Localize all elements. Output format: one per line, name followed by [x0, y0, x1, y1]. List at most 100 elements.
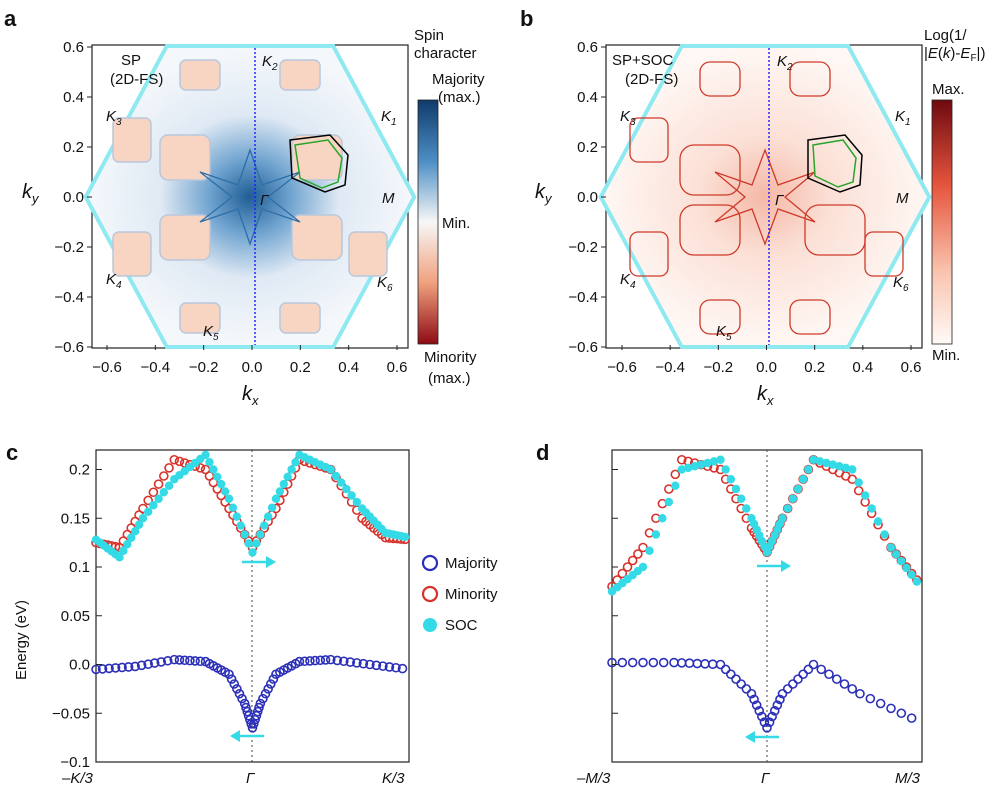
majority-point: [110, 663, 121, 673]
soc-point: [828, 460, 838, 469]
soc-point: [283, 472, 292, 482]
soc-point: [651, 530, 661, 539]
legend-soc-label: SOC: [445, 617, 478, 634]
soc-point: [256, 530, 265, 539]
soc-point: [726, 475, 736, 484]
soc-point: [709, 457, 719, 466]
majority-point: [855, 688, 865, 699]
majority-point: [229, 679, 240, 689]
majority-point: [726, 669, 736, 680]
majority-point: [325, 654, 336, 665]
soc-point: [912, 577, 922, 586]
majority-point: [263, 684, 273, 694]
soc-point: [123, 540, 132, 549]
label-k6-b: K6: [893, 274, 909, 294]
panel-a-cbar-bottom-1: Minority: [424, 349, 477, 366]
soc-point: [848, 465, 857, 474]
majority-point: [692, 658, 703, 669]
legend-majority-marker: [421, 554, 439, 572]
soc-point: [783, 504, 792, 513]
panel-c-xtick-left: –K/3: [61, 770, 94, 787]
soc-point: [703, 458, 712, 468]
soc-point: [690, 462, 699, 471]
soc-point: [788, 494, 798, 503]
soc-point: [134, 520, 144, 529]
majority-point: [338, 656, 349, 667]
label-k6-a: K6: [377, 274, 393, 294]
x-tick-label: 0.2: [804, 359, 825, 376]
majority-point: [847, 684, 858, 694]
majority-point: [751, 700, 762, 710]
majority-point: [676, 658, 687, 668]
panel-b-letter: b: [520, 6, 533, 31]
soc-point: [822, 458, 831, 468]
majority-point: [320, 655, 331, 665]
soc-point: [279, 479, 288, 489]
soc-point: [149, 501, 158, 510]
soc-point: [778, 514, 787, 523]
panel-b-x-ticks: −0.6 −0.4 −0.2 0.0 0.2 0.4 0.6: [607, 345, 921, 376]
soc-point: [696, 460, 706, 469]
majority-point: [305, 656, 315, 666]
soc-point: [638, 562, 648, 572]
majority-point: [254, 702, 264, 713]
soc-point: [352, 497, 362, 507]
minority-point: [627, 555, 638, 566]
majority-point: [310, 655, 320, 666]
minority-point: [622, 562, 633, 572]
soc-point: [793, 484, 803, 494]
y-tick-label: 0.05: [61, 608, 90, 625]
x-tick-label: −0.6: [607, 359, 637, 376]
majority-point: [384, 662, 395, 672]
soc-point: [671, 481, 680, 490]
majority-point: [397, 663, 408, 674]
soc-point: [902, 563, 911, 573]
soc-point: [716, 455, 725, 464]
majority-point: [299, 656, 310, 667]
soc-point: [119, 546, 128, 555]
majority-point: [185, 655, 195, 666]
soc-point: [115, 553, 124, 562]
soc-point: [658, 514, 667, 523]
soc-point: [854, 478, 863, 487]
majority-point: [782, 684, 793, 694]
soc-point: [236, 521, 245, 530]
panel-b-cbar-title-2: |E(k)-EF|): [924, 45, 985, 64]
majority-point: [767, 711, 777, 722]
y-tick-label: 0.4: [577, 89, 598, 106]
panel-b: b SP+SOC (2D-FS) K2 K1 K3 M Γ K4: [520, 6, 985, 408]
majority-point: [242, 706, 253, 717]
majority-point: [762, 723, 772, 733]
x-tick-label: 0.6: [901, 359, 922, 376]
majority-point: [658, 657, 669, 668]
y-tick-label: 0.2: [63, 139, 84, 156]
panel-c-letter: c: [6, 440, 18, 465]
majority-point: [258, 693, 268, 704]
panel-d-series: [607, 454, 922, 733]
majority-point: [875, 698, 886, 709]
x-tick-label: −0.2: [189, 359, 219, 376]
soc-point: [143, 507, 153, 516]
y-tick-label: 0.2: [577, 139, 598, 156]
panel-a-fs-features: [112, 59, 388, 334]
soc-point: [154, 494, 163, 503]
panel-a-pocket-outline-black: [289, 134, 349, 193]
minority-point: [143, 495, 153, 506]
panel-b-hex-labels: K2 K1 K3 M Γ K4 K6 K5: [620, 53, 911, 343]
majority-point: [720, 664, 731, 675]
soc-point: [232, 512, 242, 521]
panel-d-xtick-right: M/3: [895, 770, 921, 787]
soc-point: [731, 484, 741, 494]
panel-c-series: [91, 450, 410, 733]
soc-point: [130, 527, 140, 536]
y-tick-label: −0.4: [568, 289, 598, 306]
majority-point: [886, 703, 896, 714]
majority-point: [143, 659, 153, 669]
panel-a-cbar-title-2: character: [414, 45, 477, 62]
soc-point: [263, 512, 273, 521]
majority-point: [715, 659, 726, 670]
panel-b-pocket-outline-green: [812, 139, 857, 188]
majority-point: [865, 693, 876, 704]
majority-point: [234, 688, 245, 699]
soc-point: [267, 503, 277, 512]
